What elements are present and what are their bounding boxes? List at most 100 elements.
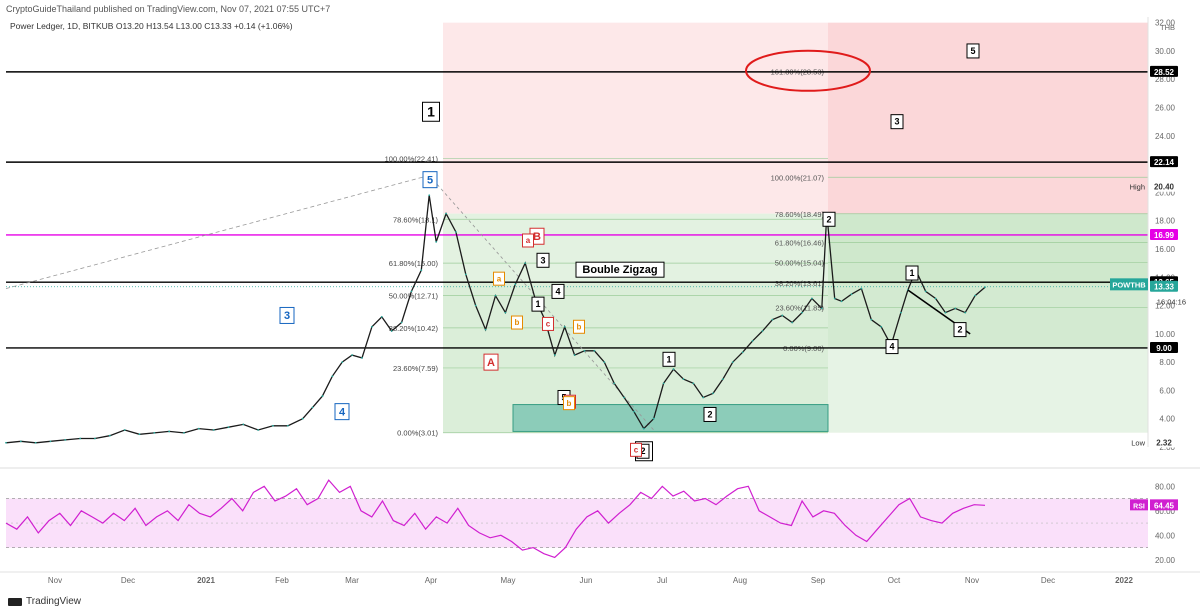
wave-label-red-2-text: a bbox=[526, 236, 531, 245]
last-price-symbol: POWTHB bbox=[1112, 280, 1146, 289]
price-point-58 bbox=[672, 368, 675, 371]
price-point-0 bbox=[5, 441, 7, 444]
y-tick-label-15: 2.00 bbox=[1159, 443, 1175, 452]
price-tag-bg-9 bbox=[1150, 436, 1178, 448]
price-point-10 bbox=[153, 431, 156, 434]
price-point-82 bbox=[900, 311, 902, 314]
wave-label-blue-0-text: 5 bbox=[427, 174, 433, 186]
y-tick-label-8: 16.00 bbox=[1155, 245, 1176, 254]
price-point-5 bbox=[79, 437, 82, 440]
x-tick-label-2: 2021 bbox=[197, 576, 215, 585]
price-tag-text-3: 20.40 bbox=[1154, 183, 1175, 192]
wave-label-black-5: 4 bbox=[551, 283, 565, 299]
x-tick-label-6: May bbox=[500, 576, 515, 585]
wave-label-orange-3: b bbox=[563, 396, 575, 411]
wave-label-black-0-frame bbox=[422, 101, 440, 122]
price-point-61 bbox=[702, 396, 705, 399]
price-point-19 bbox=[286, 424, 289, 427]
wave-label-black-3-text: 2 bbox=[707, 409, 712, 419]
wave-label-red-4: c bbox=[630, 442, 642, 457]
wave-label-black-3-frame bbox=[703, 406, 717, 422]
rsi-tag-value: 64.45 bbox=[1154, 501, 1175, 510]
price-tag-2: High bbox=[1130, 183, 1145, 192]
wave-label-red-2: a bbox=[522, 233, 534, 248]
price-point-88 bbox=[954, 307, 957, 310]
price-tag-0: 28.52 bbox=[1150, 65, 1178, 77]
wave-label-black-9: 5 bbox=[966, 43, 980, 59]
y-tick-label-14: 4.00 bbox=[1159, 415, 1175, 424]
accumulation-box bbox=[512, 404, 829, 432]
fib-left-label-1: 78.60%(18.1) bbox=[393, 215, 439, 224]
wave-label-orange-3-frame bbox=[563, 396, 575, 411]
y-tick-label-12: 8.00 bbox=[1159, 358, 1175, 367]
x-tick-label-7: Jun bbox=[580, 576, 593, 585]
price-point-3 bbox=[49, 440, 52, 443]
x-tick-label-0: Nov bbox=[48, 576, 62, 585]
x-tick-label-11: Oct bbox=[888, 576, 901, 585]
wave-label-orange-0-frame bbox=[511, 315, 523, 330]
x-tick-label-13: Dec bbox=[1041, 576, 1055, 585]
price-point-48 bbox=[573, 354, 576, 356]
price-point-70 bbox=[791, 321, 794, 324]
y-tick-label-4: 24.00 bbox=[1155, 132, 1176, 141]
wave-label-black-4-frame bbox=[536, 252, 550, 268]
price-tag-1: 22.14 bbox=[1150, 156, 1178, 168]
last-price-countdown: 16:04:16 bbox=[1157, 298, 1186, 307]
fib-right-label-2: 78.60%(18.49) bbox=[775, 210, 825, 219]
wave-label-black-10: 3 bbox=[890, 114, 904, 130]
x-tick-label-9: Aug bbox=[733, 576, 747, 585]
y-tick-label-6: 20.00 bbox=[1155, 188, 1176, 197]
wave-label-orange-1-text: b bbox=[577, 322, 582, 331]
price-tag-text-0: 28.52 bbox=[1154, 68, 1175, 77]
wave-label-black-10-text: 3 bbox=[894, 117, 899, 127]
brand-label: TradingView bbox=[26, 596, 82, 607]
wave-label-black-2-frame bbox=[662, 351, 676, 367]
price-point-40 bbox=[494, 294, 497, 297]
price-point-51 bbox=[603, 361, 606, 364]
price-tag-text-4: 16.99 bbox=[1154, 231, 1175, 240]
price-point-73 bbox=[820, 307, 823, 310]
price-tag-bg-7 bbox=[1150, 341, 1178, 353]
x-tick-label-8: Jul bbox=[657, 576, 667, 585]
price-line bbox=[5, 195, 986, 444]
price-point-34 bbox=[435, 241, 438, 243]
wave-label-black-7-text: 2 bbox=[640, 446, 645, 456]
price-point-60 bbox=[692, 382, 695, 385]
price-point-49 bbox=[583, 349, 586, 352]
price-point-30 bbox=[400, 321, 403, 324]
title-box-group: Bouble Zigzag bbox=[575, 261, 665, 278]
price-tag-3: 20.40 bbox=[1150, 180, 1178, 192]
price-point-65 bbox=[741, 351, 744, 354]
wave-label-black-2-text: 1 bbox=[666, 354, 671, 364]
wave-label-red-4-frame bbox=[630, 442, 642, 457]
wave-label-black-10-frame bbox=[890, 114, 904, 130]
wave-label-black-13: 1 bbox=[905, 265, 919, 281]
fib-left-label-3: 50.00%(12.71) bbox=[389, 292, 439, 301]
wave-label-blue-1-text: 3 bbox=[284, 310, 290, 322]
price-point-91 bbox=[984, 286, 986, 289]
fib-right-label-6: 23.60%(11.85) bbox=[775, 304, 824, 313]
price-point-69 bbox=[781, 314, 784, 317]
price-point-50 bbox=[593, 349, 596, 352]
wave-label-black-13-frame bbox=[905, 265, 919, 281]
fib-left-label-0: 100.00%(22.41) bbox=[385, 154, 439, 163]
wave-label-orange-1: b bbox=[573, 319, 585, 334]
price-point-22 bbox=[321, 395, 324, 397]
wave-label-blue-1: 3 bbox=[279, 306, 295, 324]
price-point-77 bbox=[850, 293, 853, 296]
price-point-53 bbox=[623, 396, 625, 399]
currency-label: THB bbox=[1160, 23, 1175, 32]
wave-label-black-6-frame bbox=[531, 296, 545, 312]
wave-label-black-9-text: 5 bbox=[970, 46, 975, 56]
fib-projection-zone-right bbox=[828, 22, 1148, 214]
tradingview-logo-icon bbox=[8, 597, 22, 606]
wave-label-red-0-text: A bbox=[487, 357, 495, 369]
wave-label-blue-0: 5 bbox=[422, 171, 438, 189]
wave-label-black-0-text: 1 bbox=[427, 103, 435, 119]
price-point-89 bbox=[964, 311, 967, 314]
symbol-ohlc-line: Power Ledger, 1D, BITKUB O13.20 H13.54 L… bbox=[10, 21, 293, 31]
rsi-tag: RSI 64.45 bbox=[1130, 499, 1178, 511]
price-tag-bg-1 bbox=[1150, 156, 1178, 168]
fib-right-label-1: 100.00%(21.07) bbox=[771, 173, 825, 182]
wave-label-black-12-frame bbox=[885, 339, 899, 355]
